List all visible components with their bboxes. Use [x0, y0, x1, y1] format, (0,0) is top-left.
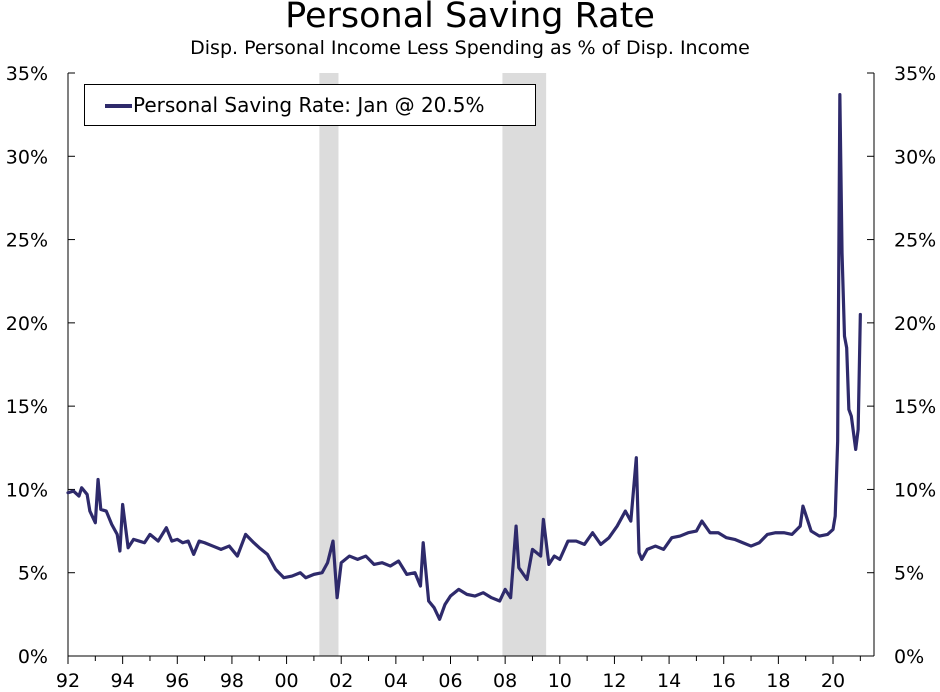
legend-swatch [105, 104, 132, 108]
chart-subtitle: Disp. Personal Income Less Spending as %… [190, 37, 750, 59]
y-tick-label-right: 30% [894, 146, 936, 168]
x-tick-label: 20 [821, 670, 845, 692]
x-tick-label: 08 [493, 670, 517, 692]
y-tick-label-right: 0% [894, 646, 924, 668]
y-tick-label-right: 15% [894, 396, 936, 418]
legend: Personal Saving Rate: Jan @ 20.5% [84, 84, 536, 126]
series-line-0 [66, 93, 862, 621]
recession-band-1 [502, 73, 547, 656]
y-tick-label-right: 20% [894, 313, 936, 335]
x-tick-label: 02 [329, 670, 353, 692]
y-tick-label-left: 0% [18, 646, 48, 668]
x-tick-label: 16 [712, 670, 736, 692]
legend-label: Personal Saving Rate: Jan @ 20.5% [133, 93, 485, 117]
x-tick-label: 98 [220, 670, 244, 692]
x-tick-label: 96 [165, 670, 189, 692]
y-tick-label-left: 20% [6, 313, 48, 335]
recession-band-0 [319, 73, 339, 656]
chart-title: Personal Saving Rate [285, 0, 655, 36]
x-tick-label: 14 [657, 670, 681, 692]
y-tick-label-right: 35% [894, 63, 936, 85]
y-tick-label-right: 5% [894, 563, 924, 585]
x-tick-label: 94 [111, 670, 135, 692]
x-tick-label: 18 [766, 670, 790, 692]
x-tick-label: 12 [602, 670, 626, 692]
y-tick-label-left: 30% [6, 146, 48, 168]
y-tick-label-left: 35% [6, 63, 48, 85]
y-tick-label-left: 15% [6, 396, 48, 418]
x-tick-label: 06 [438, 670, 462, 692]
y-tick-label-left: 5% [18, 563, 48, 585]
x-tick-label: 00 [274, 670, 298, 692]
x-tick-label: 10 [548, 670, 572, 692]
x-tick-label: 92 [56, 670, 80, 692]
y-tick-label-right: 25% [894, 230, 936, 252]
x-tick-label: 04 [384, 670, 408, 692]
y-tick-label-right: 10% [894, 479, 936, 501]
y-tick-label-left: 10% [6, 479, 48, 501]
y-tick-label-left: 25% [6, 230, 48, 252]
